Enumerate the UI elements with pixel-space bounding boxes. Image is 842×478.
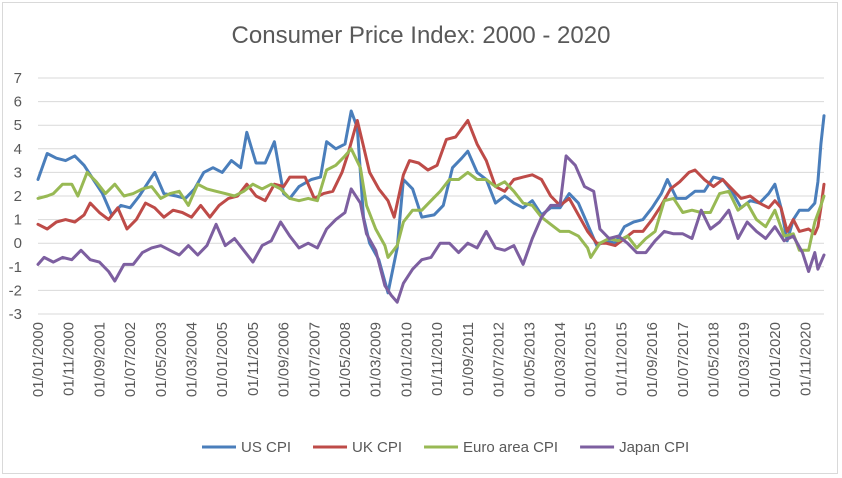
x-tick-label: 01/07/2012 <box>491 322 508 397</box>
series-lines <box>36 109 826 304</box>
x-tick-label: 01/03/2019 <box>736 322 753 397</box>
legend-label: UK CPI <box>352 439 402 456</box>
x-tick-label: 01/11/2005 <box>245 322 262 396</box>
y-axis-tick-labels: -3 -2 -1 0 1 2 3 4 5 6 7 <box>9 70 22 323</box>
y-tick-label: 2 <box>14 188 22 205</box>
x-tick-label: 01/09/2006 <box>276 322 293 397</box>
legend-label: Euro area CPI <box>463 439 558 456</box>
x-tick-label: 01/07/2002 <box>122 322 139 397</box>
y-tick-label: -1 <box>9 259 22 276</box>
y-tick-label: 7 <box>14 70 22 87</box>
x-tick-label: 01/11/2015 <box>613 322 630 396</box>
series-line-us-cpi <box>36 109 826 295</box>
x-tick-label: 01/01/2005 <box>214 322 231 397</box>
x-tick-label: 01/05/2018 <box>705 322 722 397</box>
x-tick-label: 01/05/2013 <box>521 322 538 397</box>
x-tick-label: 01/11/2000 <box>61 322 78 396</box>
series-line-japan-cpi <box>36 154 826 304</box>
gridlines <box>38 77 824 315</box>
x-tick-label: 01/11/2020 <box>798 322 815 396</box>
chart-title: Consumer Price Index: 2000 - 2020 <box>231 22 611 49</box>
series-line-uk-cpi <box>36 119 826 248</box>
y-tick-label: 6 <box>14 94 22 111</box>
x-tick-label: 01/01/2015 <box>583 322 600 397</box>
x-tick-label: 01/07/2007 <box>306 322 323 397</box>
x-tick-label: 01/09/2016 <box>644 322 661 397</box>
x-tick-label: 01/01/2000 <box>30 322 47 397</box>
x-tick-label: 01/01/2010 <box>398 322 415 397</box>
legend-label: US CPI <box>241 439 291 456</box>
x-tick-label: 01/05/2008 <box>337 322 354 397</box>
legend: US CPI UK CPI Euro area CPI Japan CPI <box>202 439 689 456</box>
x-tick-label: 01/03/2009 <box>368 322 385 397</box>
y-tick-label: 3 <box>14 164 22 181</box>
x-axis-tick-labels: 01/01/2000 01/11/2000 01/09/2001 01/07/2002… <box>30 322 815 397</box>
x-tick-label: 01/05/2003 <box>153 322 170 397</box>
x-tick-label: 01/11/2010 <box>429 322 446 396</box>
x-tick-label: 01/03/2004 <box>184 322 201 397</box>
y-tick-label: 4 <box>14 141 22 158</box>
series-line-euro-area-cpi <box>36 147 826 259</box>
y-tick-label: 0 <box>14 235 22 252</box>
x-tick-label: 01/09/2001 <box>91 322 108 397</box>
x-tick-label: 01/01/2020 <box>767 322 784 397</box>
legend-label: Japan CPI <box>619 439 689 456</box>
x-tick-label: 01/03/2014 <box>552 322 569 397</box>
y-tick-label: -3 <box>9 306 22 323</box>
y-tick-label: 5 <box>14 117 22 134</box>
x-tick-label: 01/07/2017 <box>675 322 692 397</box>
y-tick-label: -2 <box>9 282 22 299</box>
y-tick-label: 1 <box>14 212 22 229</box>
x-tick-label: 01/09/2011 <box>460 322 477 396</box>
